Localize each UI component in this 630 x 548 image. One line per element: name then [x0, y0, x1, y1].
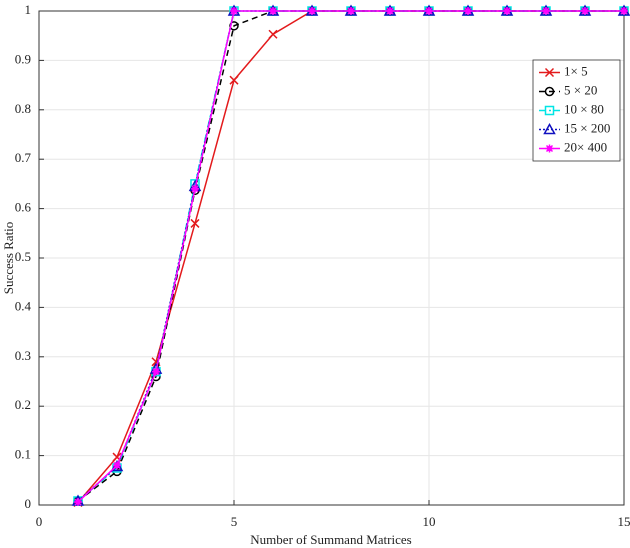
- marker: [190, 218, 200, 228]
- marker: [74, 498, 82, 507]
- x-tick-label: 0: [36, 514, 43, 529]
- marker: [269, 7, 277, 15]
- legend-box: [532, 59, 621, 162]
- marker: [152, 367, 160, 376]
- legend-label: 15 × 200: [564, 120, 610, 135]
- x-axis-label: Number of Summand Matrices: [250, 532, 411, 547]
- y-tick-label: 0.3: [15, 348, 31, 363]
- x-tick-label: 10: [423, 514, 436, 529]
- y-tick-label: 1: [25, 2, 32, 17]
- legend-label: 1× 5: [564, 63, 588, 78]
- y-tick-label: 0.4: [15, 298, 32, 313]
- legend-label: 10 × 80: [564, 101, 604, 116]
- y-tick-label: 0: [25, 496, 32, 511]
- marker: [347, 7, 355, 15]
- marker: [620, 7, 628, 15]
- y-tick-label: 0.6: [15, 200, 32, 215]
- legend: 1× 5 5 × 20 10 × 80 15 × 200 20× 400: [532, 59, 621, 162]
- y-tick-label: 0.7: [15, 150, 32, 165]
- marker: [581, 7, 589, 15]
- marker: [230, 7, 238, 15]
- y-axis-label: Success Ratio: [1, 222, 16, 295]
- y-tick-label: 0.1: [15, 447, 31, 462]
- legend-marker: [544, 105, 555, 116]
- x-tick-label: 15: [618, 514, 630, 529]
- marker: [229, 75, 239, 85]
- marker: [268, 29, 278, 39]
- legend-marker: [545, 144, 554, 153]
- marker: [308, 7, 316, 15]
- marker: [386, 7, 394, 15]
- legend-marker: [544, 86, 555, 97]
- legend-marker: [543, 122, 556, 135]
- marker: [191, 184, 199, 193]
- y-tick-label: 0.9: [15, 51, 31, 66]
- legend-marker: [544, 67, 555, 78]
- legend-label: 20× 400: [564, 139, 607, 154]
- marker: [503, 7, 511, 15]
- marker: [542, 7, 550, 15]
- y-tick-label: 0.5: [15, 249, 31, 264]
- marker: [464, 7, 472, 15]
- marker: [425, 7, 433, 15]
- y-tick-label: 0.8: [15, 101, 31, 116]
- legend-label: 5 × 20: [564, 82, 597, 97]
- x-tick-label: 5: [231, 514, 238, 529]
- y-tick-label: 0.2: [15, 397, 31, 412]
- marker: [113, 461, 121, 470]
